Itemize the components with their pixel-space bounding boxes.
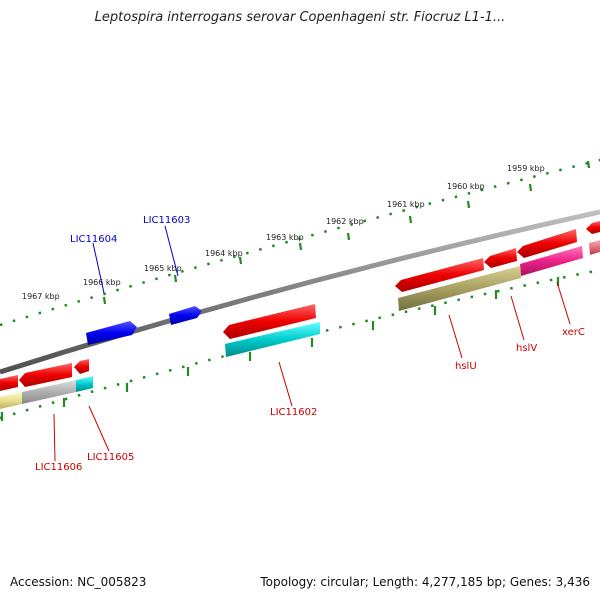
leader-LIC11606 <box>53 413 56 462</box>
label-LIC11605[interactable]: LIC11605 <box>87 452 134 463</box>
gene-hslV[interactable] <box>484 248 517 268</box>
gene-LIC11606[interactable] <box>0 375 18 391</box>
scale-label-1960: 1960 kbp <box>447 182 485 191</box>
scale-label-1961: 1961 kbp <box>387 200 425 209</box>
label-hslU[interactable]: hslU <box>455 361 477 372</box>
scale-label-1963: 1963 kbp <box>266 233 304 242</box>
leader-hslU <box>448 314 463 359</box>
label-LIC11606[interactable]: LIC11606 <box>35 462 82 473</box>
label-hslV[interactable]: hslV <box>516 343 537 354</box>
feature-cyan-a[interactable] <box>76 376 93 392</box>
genome-backbone <box>0 209 600 375</box>
gene-LIC11604[interactable] <box>86 321 137 345</box>
scale-label-1965: 1965 kbp <box>144 264 182 273</box>
gene-unnamed-a[interactable] <box>74 359 89 374</box>
label-xerC[interactable]: xerC <box>562 327 585 338</box>
feature-gray[interactable] <box>22 380 76 404</box>
leader-LIC11602 <box>278 361 293 407</box>
gene-xerC[interactable] <box>517 229 577 258</box>
gene-LIC11603[interactable] <box>169 306 202 325</box>
leader-LIC11604 <box>92 242 105 294</box>
label-LIC11603[interactable]: LIC11603 <box>143 215 190 226</box>
scale-label-1959: 1959 kbp <box>507 164 545 173</box>
feature-cyan-LIC11602[interactable] <box>225 322 320 357</box>
label-LIC11604[interactable]: LIC11604 <box>70 234 117 245</box>
feature-olive[interactable] <box>398 266 521 311</box>
gene-hslU[interactable] <box>395 258 484 292</box>
inner-major-ticks <box>0 277 560 421</box>
feature-magenta[interactable] <box>520 246 583 276</box>
label-leaders <box>53 225 571 462</box>
map-title: Leptospira interrogans serovar Copenhage… <box>94 10 506 25</box>
gene-labels: LIC11604 LIC11603 LIC11602 LIC11605 LIC1… <box>35 215 585 473</box>
genome-summary-text: Topology: circular; Length: 4,277,185 bp… <box>260 575 590 589</box>
gene-unnamed-b[interactable] <box>586 221 600 234</box>
leader-LIC11605 <box>88 405 110 452</box>
gene-LIC11602[interactable] <box>223 304 316 339</box>
scale-label-1962: 1962 kbp <box>326 217 364 226</box>
gene-LIC11605[interactable] <box>19 363 72 387</box>
feature-pink[interactable] <box>589 240 600 255</box>
scale-label-1964: 1964 kbp <box>205 249 243 258</box>
leader-LIC11603 <box>164 225 179 277</box>
leader-hslV <box>510 295 525 341</box>
label-LIC11602[interactable]: LIC11602 <box>270 407 317 418</box>
feature-yellow[interactable] <box>0 392 22 409</box>
outer-major-ticks <box>102 160 591 305</box>
accession-text: Accession: NC_005823 <box>10 575 147 589</box>
outer-scale-ring <box>0 158 600 327</box>
leader-xerC <box>556 281 571 325</box>
scale-label-1967: 1967 kbp <box>22 292 60 301</box>
